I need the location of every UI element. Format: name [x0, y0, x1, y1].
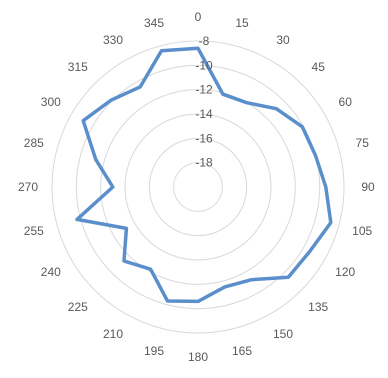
angle-label-6: 90 — [361, 180, 375, 194]
angle-label-13: 195 — [144, 344, 164, 358]
radial-label-0: -8 — [199, 34, 210, 48]
angle-label-15: 225 — [68, 300, 88, 314]
angle-label-19: 285 — [24, 136, 44, 150]
angle-label-11: 165 — [232, 344, 252, 358]
angle-label-12: 180 — [188, 350, 208, 364]
angle-label-1: 15 — [235, 16, 249, 30]
angle-label-7: 105 — [352, 224, 372, 238]
angle-label-8: 120 — [335, 265, 355, 279]
angle-label-23: 345 — [144, 16, 164, 30]
grid-ring-0 — [51, 40, 345, 334]
angle-axis-labels: 0 15 30 45 60 75 90 105 120 135 150 165 180 195 210 225… — [18, 10, 375, 364]
angle-label-21: 315 — [68, 60, 88, 74]
series-layer — [75, 46, 333, 304]
angle-label-22: 330 — [103, 33, 123, 47]
angle-label-14: 210 — [103, 327, 123, 341]
radial-label-1: -10 — [195, 58, 213, 72]
angle-label-3: 45 — [312, 60, 326, 74]
angle-label-5: 75 — [356, 136, 370, 150]
radial-grid — [51, 40, 345, 334]
radial-label-3: -14 — [195, 107, 213, 121]
radial-axis-labels: -8 -10 -12 -14 -16 -18 — [195, 34, 213, 170]
grid-ring-1 — [75, 64, 321, 310]
angle-label-0: 0 — [195, 10, 202, 24]
angle-label-17: 255 — [24, 224, 44, 238]
grid-ring-3 — [124, 113, 272, 261]
angle-label-9: 135 — [308, 300, 328, 314]
radial-label-4: -16 — [195, 131, 213, 145]
angle-label-20: 300 — [41, 95, 61, 109]
radial-label-2: -12 — [195, 83, 213, 97]
angle-label-16: 240 — [41, 265, 61, 279]
grid-ring-2 — [100, 89, 296, 285]
angle-label-2: 30 — [276, 33, 290, 47]
grid-ring-5 — [173, 162, 223, 212]
angle-label-10: 150 — [273, 327, 293, 341]
angle-label-18: 270 — [18, 180, 38, 194]
grid-ring-4 — [148, 137, 248, 237]
radial-label-5: -18 — [195, 156, 213, 170]
angle-label-4: 60 — [339, 95, 353, 109]
